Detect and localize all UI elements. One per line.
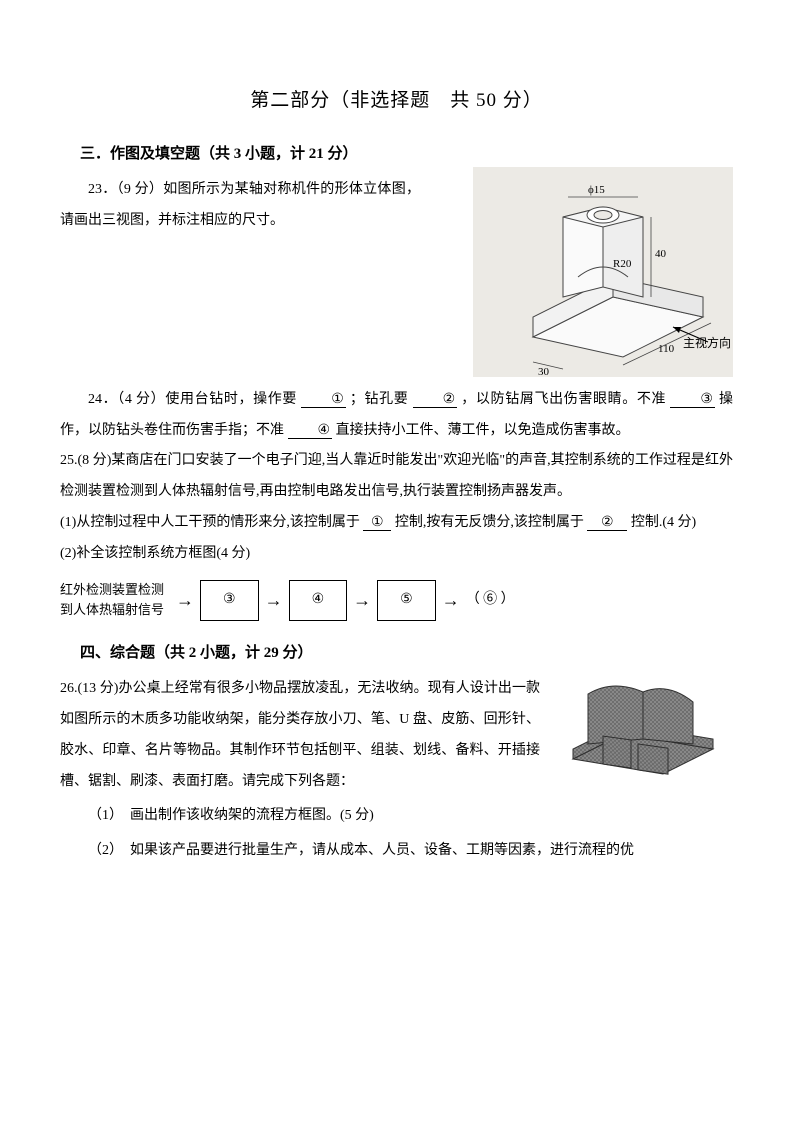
q24-mid-a: ；钻孔要 bbox=[350, 392, 409, 407]
q26-sub1: （1） 画出制作该收纳架的流程方框图。(5 分) bbox=[60, 801, 733, 832]
q25-p1-a: (1)从控制过程中人工干预的情形来分,该控制属于 bbox=[60, 515, 360, 530]
q25-part2: (2)补全该控制系统方框图(4 分) bbox=[60, 539, 733, 570]
view-direction-label: 主视方向 bbox=[683, 335, 731, 350]
dim-length: 110 bbox=[658, 343, 675, 355]
arrow-icon: → bbox=[353, 581, 371, 621]
q24-blank-1: ① bbox=[301, 393, 346, 408]
q25-flow-diagram: 红外检测装置检测到人体热辐射信号 → ③ → ④ → ⑤ → （ ⑥ ） bbox=[60, 580, 733, 622]
part2-title: 第二部分（非选择题 共 50 分） bbox=[60, 80, 733, 122]
q26-text: 26.(13 分)办公桌上经常有很多小物品摆放凌乱，无法收纳。现有人设计出一款如… bbox=[60, 674, 540, 797]
dim-height: 40 bbox=[655, 248, 667, 260]
flow-box-5: ⑤ bbox=[377, 580, 436, 621]
q24-blank-4: ④ bbox=[288, 424, 333, 439]
question-26: 26.(13 分)办公桌上经常有很多小物品摆放凌乱，无法收纳。现有人设计出一款如… bbox=[60, 674, 733, 797]
arrow-icon: → bbox=[265, 581, 283, 621]
q25-blank-2: ② bbox=[587, 516, 627, 531]
q26-figure bbox=[553, 674, 723, 784]
question-24: 24．（4 分）使用台钻时，操作要 ① ；钻孔要 ② ，以防钻屑飞出伤害眼睛。不… bbox=[60, 385, 733, 447]
flow-box-4: ④ bbox=[289, 580, 348, 621]
q23-figure: ϕ15 R20 40 30 110 主视方向 bbox=[473, 167, 733, 377]
q25-blank-1: ① bbox=[363, 516, 391, 531]
q23-text: 23．（9 分）如图所示为某轴对称机件的形体立体图，请画出三视图，并标注相应的尺… bbox=[60, 175, 420, 237]
arrow-icon: → bbox=[442, 581, 460, 621]
dim-radius: R20 bbox=[613, 258, 632, 270]
q25-p1-b: 控制,按有无反馈分,该控制属于 bbox=[395, 515, 584, 530]
q24-lead: 24．（4 分）使用台钻时，操作要 bbox=[88, 392, 297, 407]
q24-tail: 直接扶持小工件、薄工件，以免造成伤害事故。 bbox=[336, 423, 630, 438]
q25-part1: (1)从控制过程中人工干预的情形来分,该控制属于 ① 控制,按有无反馈分,该控制… bbox=[60, 508, 733, 539]
arrow-icon: → bbox=[176, 581, 194, 621]
flow-output: （ ⑥ ） bbox=[466, 585, 515, 616]
q24-blank-3: ③ bbox=[670, 393, 715, 408]
question-25-intro: 25.(8 分)某商店在门口安装了一个电子门迎,当人靠近时能发出"欢迎光临"的声… bbox=[60, 446, 733, 508]
question-23: 23．（9 分）如图所示为某轴对称机件的形体立体图，请画出三视图，并标注相应的尺… bbox=[60, 175, 733, 385]
q26-sub2: （2） 如果该产品要进行批量生产，请从成本、人员、设备、工期等因素，进行流程的优 bbox=[60, 836, 733, 867]
dim-depth: 30 bbox=[538, 366, 550, 377]
q24-blank-2: ② bbox=[413, 393, 458, 408]
flow-box-3: ③ bbox=[200, 580, 259, 621]
flow-input-label: 红外检测装置检测到人体热辐射信号 bbox=[60, 580, 170, 622]
dim-top: ϕ15 bbox=[588, 184, 605, 196]
q24-mid-b: ，以防钻屑飞出伤害眼睛。不准 bbox=[461, 392, 666, 407]
q25-p1-c: 控制.(4 分) bbox=[631, 515, 696, 530]
section4-heading: 四、综合题（共 2 小题，计 29 分） bbox=[80, 637, 733, 670]
